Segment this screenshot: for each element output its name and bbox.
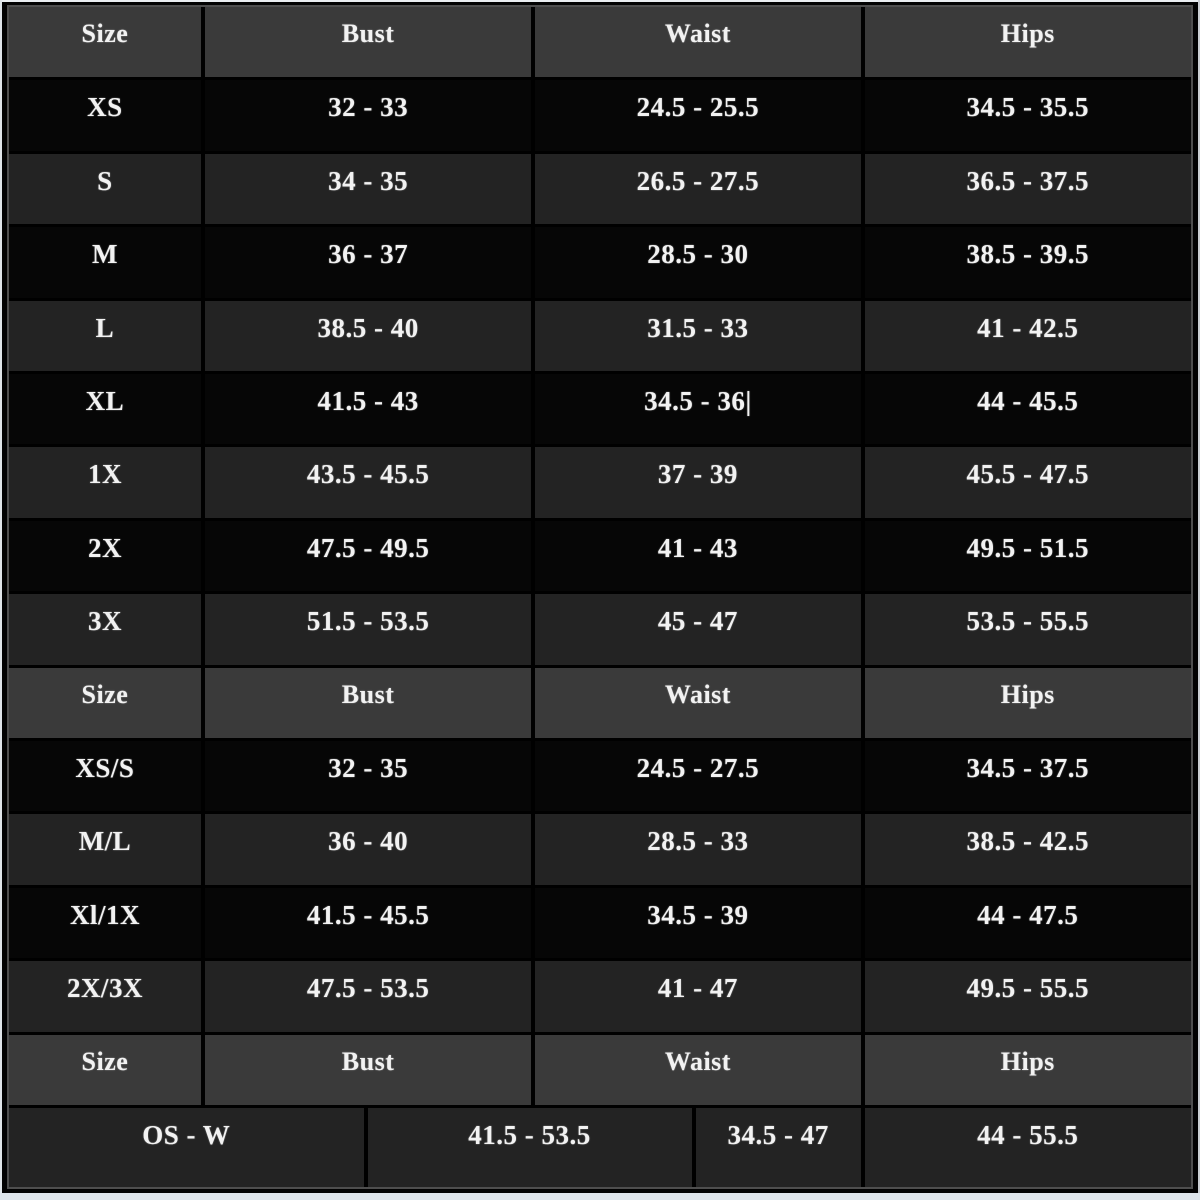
cell-bust: 41.5 - 45.5 (204, 887, 532, 959)
column-header-waist: Waist (535, 7, 861, 78)
table-row-individual-sizes: L 38.5 - 40 31.5 - 33 41 - 42.5 (9, 300, 1191, 372)
cell-hips: 34.5 - 37.5 (864, 741, 1191, 812)
header-row-individual-sizes: Size Bust Waist Hips (9, 7, 1191, 78)
cell-bust: 32 - 33 (204, 80, 532, 151)
table-row-combined-sizes: 2X/3X 47.5 - 53.5 41 - 47 49.5 - 55.5 (9, 961, 1191, 1032)
cell-hips: 44 - 45.5 (864, 374, 1191, 445)
column-header-hips: Hips (864, 667, 1191, 739)
column-header-waist: Waist (535, 1034, 861, 1106)
cell-bust: 41.5 - 43 (204, 374, 532, 445)
cell-size: 2X/3X (9, 961, 201, 1032)
column-header-hips: Hips (864, 7, 1191, 78)
cell-hips: 49.5 - 55.5 (864, 961, 1191, 1032)
cell-size: XS/S (9, 741, 201, 812)
cell-hips: 45.5 - 47.5 (864, 447, 1191, 518)
cell-waist: 34.5 - 47 (695, 1108, 861, 1187)
column-header-size: Size (9, 7, 201, 78)
column-header-waist: Waist (535, 667, 861, 739)
cell-bust: 32 - 35 (204, 741, 532, 812)
photo-edge-right (1198, 0, 1200, 1200)
cell-hips: 44 - 55.5 (864, 1108, 1191, 1187)
cell-size: XS (9, 80, 201, 151)
cell-size: S (9, 153, 201, 225)
cell-hips: 44 - 47.5 (864, 887, 1191, 959)
table-row-combined-sizes: Xl/1X 41.5 - 45.5 34.5 - 39 44 - 47.5 (9, 887, 1191, 959)
cell-waist: 28.5 - 33 (535, 814, 861, 885)
cell-bust: 36 - 40 (204, 814, 532, 885)
table-row-individual-sizes: 1X 43.5 - 45.5 37 - 39 45.5 - 47.5 (9, 447, 1191, 518)
cell-size: 1X (9, 447, 201, 518)
table-row-individual-sizes: S 34 - 35 26.5 - 27.5 36.5 - 37.5 (9, 153, 1191, 225)
cell-hips: 49.5 - 51.5 (864, 520, 1191, 592)
header-row-one-size: Size Bust Waist Hips (9, 1034, 1191, 1106)
cell-size: OS - W (9, 1108, 364, 1187)
photo-edge-bottom (0, 1193, 1200, 1200)
cell-bust: 43.5 - 45.5 (204, 447, 532, 518)
column-header-hips: Hips (864, 1034, 1191, 1106)
size-chart-table: Size Bust Waist Hips XS 32 - 33 24.5 - 25.5 34.… (9, 7, 1191, 1187)
cell-waist: 26.5 - 27.5 (535, 153, 861, 225)
cell-bust: 47.5 - 53.5 (204, 961, 532, 1032)
column-header-bust: Bust (204, 7, 532, 78)
cell-size: 3X (9, 594, 201, 665)
column-header-size: Size (9, 667, 201, 739)
cell-size: L (9, 300, 201, 372)
cell-hips: 34.5 - 35.5 (864, 80, 1191, 151)
cell-waist: 34.5 - 39 (535, 887, 861, 959)
cell-waist: 34.5 - 36| (535, 374, 861, 445)
table-row-combined-sizes: XS/S 32 - 35 24.5 - 27.5 34.5 - 37.5 (9, 741, 1191, 812)
cell-bust: 34 - 35 (204, 153, 532, 225)
size-chart-table-frame: Size Bust Waist Hips XS 32 - 33 24.5 - 25.5 34.… (7, 5, 1193, 1189)
cell-bust: 47.5 - 49.5 (204, 520, 532, 592)
column-header-bust: Bust (204, 1034, 532, 1106)
cell-waist: 45 - 47 (535, 594, 861, 665)
column-header-bust: Bust (204, 667, 532, 739)
table-row-individual-sizes: 2X 47.5 - 49.5 41 - 43 49.5 - 51.5 (9, 520, 1191, 592)
cell-waist: 31.5 - 33 (535, 300, 861, 372)
cell-waist: 24.5 - 27.5 (535, 741, 861, 812)
cell-bust: 51.5 - 53.5 (204, 594, 532, 665)
photo-edge-left (0, 0, 2, 1200)
column-header-size: Size (9, 1034, 201, 1106)
table-row-individual-sizes: XS 32 - 33 24.5 - 25.5 34.5 - 35.5 (9, 80, 1191, 151)
cell-hips: 38.5 - 39.5 (864, 227, 1191, 298)
cell-size: M/L (9, 814, 201, 885)
photo-edge-top (0, 0, 1200, 2)
cell-waist: 28.5 - 30 (535, 227, 861, 298)
cell-size: XL (9, 374, 201, 445)
table-row-one-size: OS - W 41.5 - 53.5 34.5 - 47 44 - 55.5 (9, 1108, 1191, 1187)
cell-hips: 38.5 - 42.5 (864, 814, 1191, 885)
table-row-individual-sizes: XL 41.5 - 43 34.5 - 36| 44 - 45.5 (9, 374, 1191, 445)
cell-size: M (9, 227, 201, 298)
table-row-individual-sizes: M 36 - 37 28.5 - 30 38.5 - 39.5 (9, 227, 1191, 298)
cell-bust: 36 - 37 (204, 227, 532, 298)
cell-hips: 41 - 42.5 (864, 300, 1191, 372)
cell-waist: 37 - 39 (535, 447, 861, 518)
header-row-combined-sizes: Size Bust Waist Hips (9, 667, 1191, 739)
cell-size: 2X (9, 520, 201, 592)
table-row-individual-sizes: 3X 51.5 - 53.5 45 - 47 53.5 - 55.5 (9, 594, 1191, 665)
cell-hips: 53.5 - 55.5 (864, 594, 1191, 665)
cell-waist: 41 - 47 (535, 961, 861, 1032)
cell-size: Xl/1X (9, 887, 201, 959)
cell-waist: 41 - 43 (535, 520, 861, 592)
cell-bust: 41.5 - 53.5 (367, 1108, 692, 1187)
cell-hips: 36.5 - 37.5 (864, 153, 1191, 225)
cell-bust: 38.5 - 40 (204, 300, 532, 372)
cell-waist: 24.5 - 25.5 (535, 80, 861, 151)
table-row-combined-sizes: M/L 36 - 40 28.5 - 33 38.5 - 42.5 (9, 814, 1191, 885)
